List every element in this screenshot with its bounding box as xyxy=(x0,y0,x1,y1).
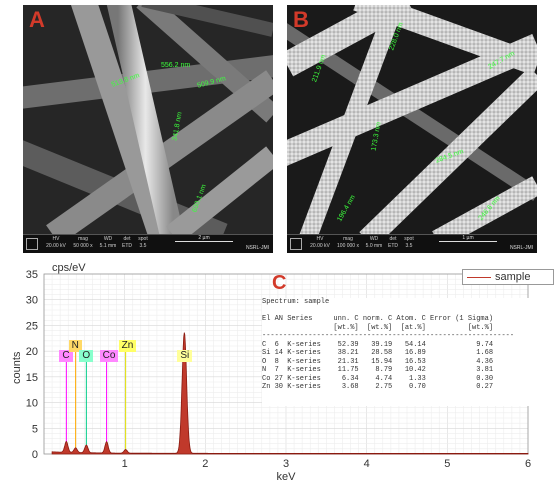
table-units: [wt.%] [wt.%] [at.%] [wt.%] xyxy=(262,323,494,332)
sem-image-a: A 556.2 nm 513.8 nm 509.9 nm 341.8 nm 60… xyxy=(23,5,273,253)
panel-letter-a: A xyxy=(29,7,45,32)
y-tick-label: 35 xyxy=(26,269,38,281)
element-label-co: Co xyxy=(99,350,119,362)
element-label-o: O xyxy=(79,350,94,362)
y-axis-label: counts xyxy=(11,351,23,384)
scale-label: 1 µm xyxy=(462,235,474,241)
table-row: C 6 K-series 52.39 39.19 54.14 9.74 xyxy=(262,340,494,349)
y-tick-label: 10 xyxy=(26,398,38,410)
spectrum-series-sample xyxy=(51,332,529,455)
fei-logo-icon xyxy=(290,238,302,250)
fei-logo-icon xyxy=(26,238,38,250)
chart-ticks: 0 5 10 15 20 25 30 35 1 2 3 4 5 6 xyxy=(26,269,531,470)
info-wd: WD 5.1 mm xyxy=(99,236,117,249)
x-tick-label: 5 xyxy=(444,458,450,470)
sem-image-b: B 228.0 nm 211.9 nm 247.7 nm 173.3 nm 28… xyxy=(287,5,537,253)
x-axis-label: keV xyxy=(277,471,297,483)
scale-label: 2 µm xyxy=(198,235,210,241)
x-tick-label: 3 xyxy=(283,458,289,470)
info-hv: HV 20.00 kV xyxy=(46,236,66,249)
x-tick-label: 2 xyxy=(202,458,208,470)
measurement-label: 556.2 nm xyxy=(161,62,191,69)
table-row: Co 27 K-series 6.34 4.74 1.33 0.30 xyxy=(262,374,494,383)
element-label-zn: Zn xyxy=(118,340,137,352)
table-title: Spectrum: sample xyxy=(262,298,330,306)
y-tick-label: 25 xyxy=(26,320,38,332)
table-row: Si 14 K-series 38.21 28.58 16.89 1.68 xyxy=(262,349,494,357)
facility-label: NSRL-JMI xyxy=(509,245,533,251)
y-tick-label: 15 xyxy=(26,372,38,384)
sem-fibers-b xyxy=(287,5,537,235)
info-hv: HV 20.00 kV xyxy=(310,236,330,249)
sem-fibers-a xyxy=(23,5,273,235)
legend-entry: sample xyxy=(495,271,531,283)
info-wd: WD 5.0 mm xyxy=(365,236,383,249)
y-tick-label: 30 xyxy=(26,295,38,307)
table-row: O 8 K-series 21.31 15.94 16.53 4.36 xyxy=(262,357,494,366)
y-tick-label: 0 xyxy=(32,449,38,461)
info-det: det ETD xyxy=(122,236,132,249)
info-mag: mag 50 000 x xyxy=(73,236,93,249)
info-mag: mag 100 000 x xyxy=(337,236,359,249)
info-spot: spot 3.5 xyxy=(404,236,414,249)
element-label-si: Si xyxy=(177,350,193,362)
table-divider: ----------------------------------------… xyxy=(262,332,515,340)
table-body: C 6 K-series 52.39 39.19 54.14 9.74 Si 14… xyxy=(262,341,530,392)
y-tick-label: 20 xyxy=(26,346,38,358)
x-tick-label: 6 xyxy=(525,458,531,470)
table-row: N 7 K-series 11.75 8.79 10.42 3.81 xyxy=(262,366,494,374)
y-unit-label: cps/eV xyxy=(52,262,86,274)
element-label-n: N xyxy=(68,340,82,352)
table-row: Zn 30 K-series 3.68 2.75 0.70 0.27 xyxy=(262,383,494,391)
sem-info-bar: HV 20.00 kV mag 50 000 x WD 5.1 mm det ETD s… xyxy=(23,234,273,253)
eds-spectrum-panel: 0 5 10 15 20 25 30 35 1 2 3 4 5 6 counts cps/eV keV C… xyxy=(0,258,560,484)
info-det: det ETD xyxy=(388,236,398,249)
chart-legend: sample xyxy=(462,269,554,285)
composition-table: Spectrum: sample El AN Series unn. C nor… xyxy=(262,298,530,406)
element-label-c: C xyxy=(59,350,73,362)
x-tick-label: 4 xyxy=(364,458,370,470)
y-tick-label: 5 xyxy=(32,423,38,435)
facility-label: NSRL-JMI xyxy=(245,245,269,251)
info-spot: spot 3.5 xyxy=(138,236,148,249)
scale-bar: 1 µm xyxy=(439,235,497,249)
sem-info-bar: HV 20.00 kV mag 100 000 x WD 5.0 mm det ETD … xyxy=(287,234,537,253)
panel-letter-c: C xyxy=(272,272,287,294)
table-header: El AN Series unn. C norm. C Atom. C Erro… xyxy=(262,315,494,323)
legend-swatch xyxy=(467,277,491,278)
scale-bar: 2 µm xyxy=(175,235,233,249)
panel-letter-b: B xyxy=(293,7,309,32)
x-tick-label: 1 xyxy=(122,458,128,470)
